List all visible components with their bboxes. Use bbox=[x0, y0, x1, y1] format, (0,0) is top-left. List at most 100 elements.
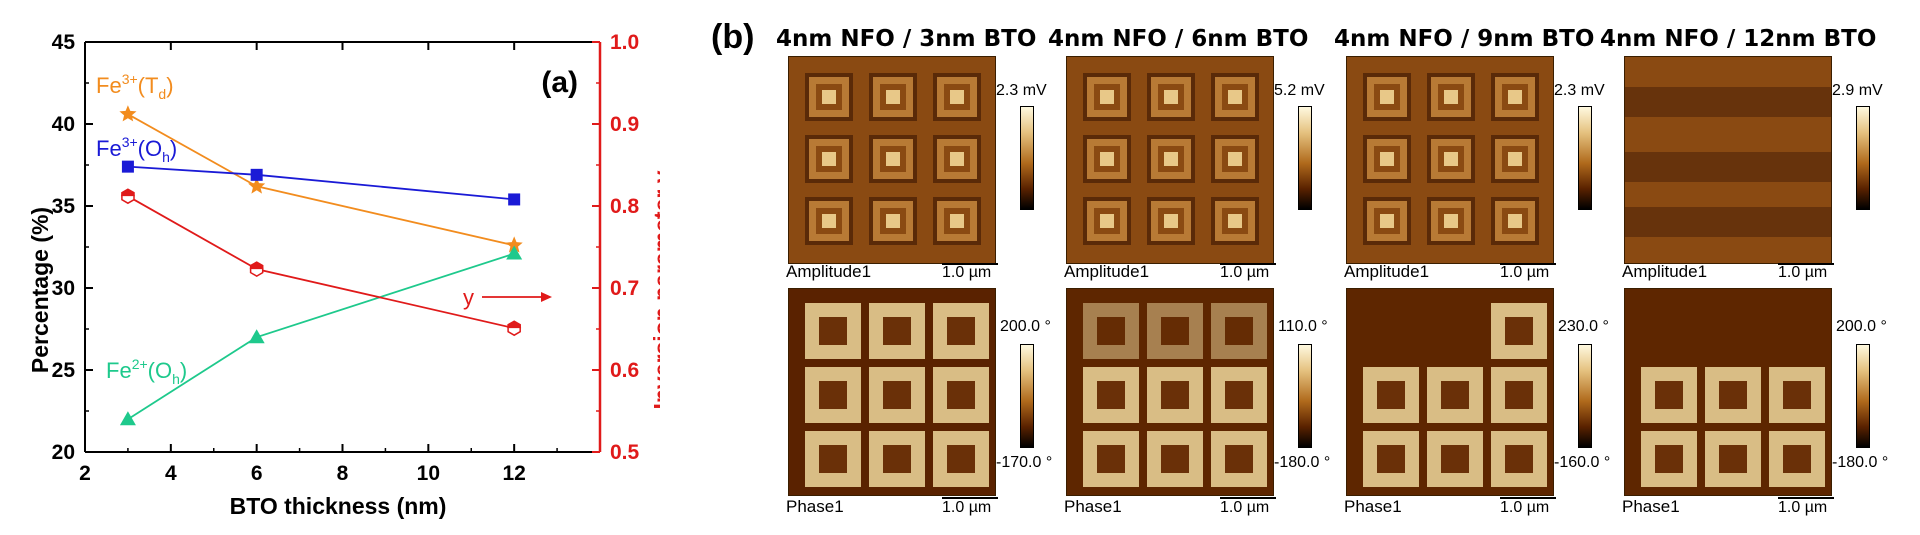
amplitude-map[interactable] bbox=[1066, 56, 1274, 264]
amplitude-domain-center bbox=[1444, 152, 1458, 166]
y-tick-label: 25 bbox=[52, 359, 76, 382]
amplitude-domain-center bbox=[822, 152, 836, 166]
texture-stripe bbox=[1625, 87, 1831, 117]
amplitude-domain-center bbox=[1100, 90, 1114, 104]
amplitude-colorbar bbox=[1298, 106, 1312, 210]
y-tick-label: 20 bbox=[52, 441, 75, 464]
y-axis-label: Percentage (%) bbox=[27, 207, 53, 373]
series-label-2: Fe2+(Oh) bbox=[106, 356, 187, 387]
sample-title: 4nm NFO / 6nm BTO bbox=[1048, 26, 1309, 52]
amplitude-domain bbox=[1495, 139, 1535, 179]
amplitude-domain bbox=[1215, 77, 1255, 117]
data-point-star bbox=[248, 177, 266, 194]
phase-map[interactable] bbox=[788, 288, 996, 496]
data-point-hexagon-fill bbox=[507, 321, 522, 329]
data-point-triangle bbox=[119, 411, 136, 426]
amplitude-domain bbox=[1431, 77, 1471, 117]
texture-stripe bbox=[1625, 152, 1831, 182]
pfm-panel: (b) 4nm NFO / 3nm BTO Amplitude1 1.0 µm 2.3… bbox=[660, 0, 1920, 535]
amplitude-domain bbox=[1495, 77, 1535, 117]
series-label-1: Fe3+(Oh) bbox=[96, 134, 177, 165]
phase-map[interactable] bbox=[1066, 288, 1274, 496]
data-point-hexagon-fill bbox=[120, 189, 135, 197]
y-tick-label: 40 bbox=[52, 113, 75, 136]
phase-domain bbox=[805, 431, 861, 487]
series-line-1 bbox=[127, 165, 515, 201]
sample-title: 4nm NFO / 12nm BTO bbox=[1600, 26, 1877, 52]
phase-domain bbox=[1211, 367, 1267, 423]
x-tick-label: 4 bbox=[165, 462, 177, 485]
amplitude-domain-center bbox=[1164, 214, 1178, 228]
x-tick-label: 12 bbox=[502, 462, 525, 485]
phase-map[interactable] bbox=[1624, 288, 1832, 496]
phase-map[interactable] bbox=[1346, 288, 1554, 496]
amplitude-domain bbox=[1087, 139, 1127, 179]
data-point-star bbox=[119, 105, 137, 122]
phase-domain bbox=[1147, 303, 1203, 359]
phase-colorbar bbox=[1298, 344, 1312, 448]
phase-colorbar bbox=[1856, 344, 1870, 448]
scale-bar-label: 1.0 µm bbox=[1778, 264, 1828, 281]
phase-domain bbox=[933, 367, 989, 423]
amplitude-domain bbox=[1431, 139, 1471, 179]
amplitude-domain bbox=[1495, 201, 1535, 241]
phase-domain bbox=[1705, 367, 1761, 423]
amplitude-domain-center bbox=[1444, 214, 1458, 228]
amplitude-domain-center bbox=[1228, 214, 1242, 228]
amplitude-domain bbox=[1151, 201, 1191, 241]
data-point-square bbox=[250, 168, 263, 181]
data-point-star bbox=[505, 236, 523, 253]
phase-domain bbox=[1083, 431, 1139, 487]
amplitude-map[interactable] bbox=[788, 56, 996, 264]
phase-domain bbox=[1363, 431, 1419, 487]
y-tick-label: 45 bbox=[52, 31, 76, 54]
amplitude-domain bbox=[937, 77, 977, 117]
amplitude-domain bbox=[937, 201, 977, 241]
panel-label-a: (a) bbox=[541, 66, 578, 99]
amplitude-map[interactable] bbox=[1624, 56, 1832, 264]
phase-domain bbox=[1083, 303, 1139, 359]
amplitude-domain bbox=[873, 139, 913, 179]
x-tick-label: 10 bbox=[417, 462, 440, 485]
phase-domain bbox=[869, 367, 925, 423]
y2-axis-label: Inversion parameter y bbox=[649, 170, 660, 409]
amplitude-label: Amplitude1 bbox=[1622, 262, 1708, 281]
scale-bar-label: 1.0 µm bbox=[942, 499, 992, 516]
amplitude-domain-center bbox=[886, 152, 900, 166]
amplitude-domain bbox=[1367, 201, 1407, 241]
phase-domain bbox=[1491, 431, 1547, 487]
amplitude-domain bbox=[809, 201, 849, 241]
phase-domain bbox=[805, 303, 861, 359]
amplitude-domain bbox=[809, 139, 849, 179]
series-label-3: y bbox=[463, 285, 474, 310]
phase-min-label: -180.0 ° bbox=[1832, 454, 1889, 471]
amplitude-domain-center bbox=[886, 90, 900, 104]
amplitude-domain-center bbox=[950, 214, 964, 228]
y-tick-label: 35 bbox=[52, 195, 76, 218]
y2-tick-label: 1.0 bbox=[610, 31, 639, 54]
amplitude-domain bbox=[1367, 77, 1407, 117]
amplitude-domain-center bbox=[1164, 152, 1178, 166]
sample-title: 4nm NFO / 3nm BTO bbox=[776, 26, 1037, 52]
amplitude-domain-center bbox=[1228, 152, 1242, 166]
amplitude-max-label: 2.9 mV bbox=[1832, 82, 1883, 99]
phase-max-label: 200.0 ° bbox=[1000, 318, 1051, 335]
amplitude-domain bbox=[1087, 77, 1127, 117]
series-line-3 bbox=[127, 195, 515, 330]
scale-bar bbox=[1500, 497, 1556, 499]
phase-label: Phase1 bbox=[786, 497, 844, 516]
plot-layer: 2 4 6 8 10 12 20 25 30 35 40 45 0.5 0.6 0.7 0.8 0.9 1.0 Fe… bbox=[52, 31, 640, 485]
amplitude-max-label: 2.3 mV bbox=[1554, 82, 1605, 99]
scale-bar bbox=[1220, 497, 1276, 499]
amplitude-map[interactable] bbox=[1346, 56, 1554, 264]
scale-bar-label: 1.0 µm bbox=[1778, 499, 1828, 516]
phase-domain bbox=[933, 303, 989, 359]
phase-domain bbox=[933, 431, 989, 487]
y2-tick-label: 0.8 bbox=[610, 195, 640, 218]
y2-tick-label: 0.6 bbox=[610, 359, 639, 382]
amplitude-colorbar bbox=[1020, 106, 1034, 210]
amplitude-domain bbox=[1087, 201, 1127, 241]
amplitude-domain bbox=[1215, 139, 1255, 179]
panel-label-b: (b) bbox=[711, 18, 755, 56]
amplitude-colorbar bbox=[1856, 106, 1870, 210]
